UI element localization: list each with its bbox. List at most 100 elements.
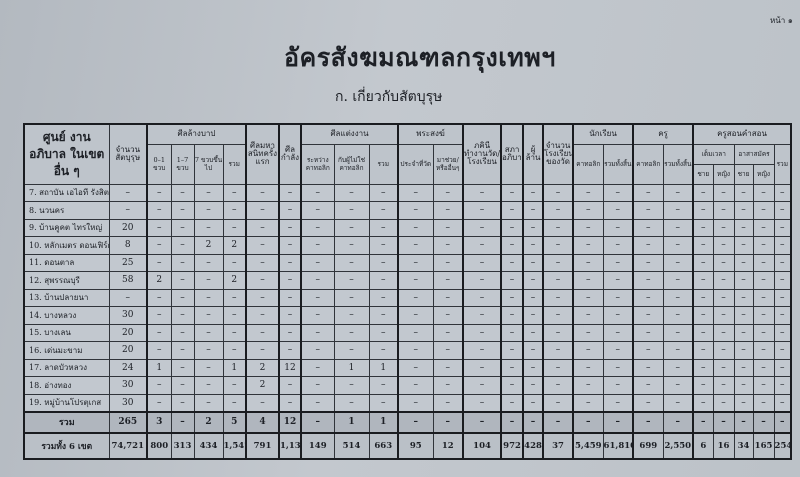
table-cell: – — [752, 393, 775, 412]
table-cell: – — [712, 183, 735, 202]
table-cell: – — [146, 218, 172, 237]
table-cell: – — [522, 393, 544, 412]
table-row: 10. หลักเมตร ดอนเฟิร์ด 8– –2 2– – – – – – – – – – – – –… — [23, 236, 792, 255]
table-cell: – — [662, 183, 694, 202]
table-cell: – — [542, 410, 574, 433]
table-cell: 61,810 — [602, 431, 634, 459]
table-cell: – — [368, 341, 399, 360]
table-cell: – — [193, 288, 224, 307]
table-cell: – — [712, 236, 735, 255]
table-cell: – — [462, 410, 502, 433]
table-cell: – — [333, 393, 370, 412]
row-label: 7. สถาบัน เอไอที รังสิต — [23, 183, 110, 202]
table-cell: – — [368, 323, 399, 342]
table-cell: – — [712, 218, 735, 237]
table-cell: 34 — [733, 431, 754, 459]
table-cell: 1 — [333, 410, 370, 433]
table-cell: – — [170, 323, 195, 342]
table-cell: 20 — [108, 341, 148, 360]
table-cell: – — [245, 341, 280, 360]
header-catechists: ครูสอนคำสอน — [692, 123, 792, 145]
table-cell: – — [245, 183, 280, 202]
row-label: 12. สุพรรณบุรี — [23, 271, 110, 290]
table-cell: – — [300, 236, 335, 255]
table-cell: 25 — [108, 253, 148, 272]
table-cell: – — [245, 306, 280, 325]
table-cell: 2 — [222, 236, 247, 255]
table-cell: – — [572, 271, 604, 290]
table-cell: – — [632, 271, 664, 290]
statistics-table: ศูนย์ งานอภิบาล ในเขตอื่น ๆ จำนวนสัตบุรุ… — [23, 123, 793, 460]
table-cell: – — [146, 323, 172, 342]
table-cell: – — [662, 341, 694, 360]
table-cell: – — [170, 288, 195, 307]
table-cell: – — [632, 306, 664, 325]
table-cell: – — [222, 376, 247, 395]
row-label: 17. ลาดบัวหลวง — [23, 358, 110, 377]
table-cell: – — [542, 236, 574, 255]
table-cell: 428 — [522, 431, 544, 459]
row-label: 16. เด่นมะขาม — [23, 341, 110, 360]
table-cell: – — [108, 201, 148, 220]
table-cell: – — [572, 236, 604, 255]
table-cell: 30 — [108, 306, 148, 325]
table-cell: – — [522, 201, 544, 220]
table-cell: 699 — [632, 431, 664, 459]
table-cell: – — [662, 236, 694, 255]
table-cell: – — [500, 358, 524, 377]
table-cell: – — [193, 341, 224, 360]
header-catechists-total: รวม — [773, 143, 792, 185]
table-cell: – — [170, 410, 195, 433]
table-cell: – — [146, 376, 172, 395]
table-cell: – — [752, 271, 775, 290]
table-row: 11. ดอนตาล 25– – – – – – – – – – – – – – – – – – – – – – – – — [23, 253, 792, 272]
table-cell: 37 — [542, 431, 574, 459]
table-cell: – — [602, 358, 634, 377]
table-cell: – — [733, 183, 754, 202]
table-row: 7. สถาบัน เอไอที รังสิต – – – – – – – – – – – – – – – – –… — [23, 183, 792, 202]
header-priests-assisting: มาช่วย/หรืออื่นๆ — [432, 143, 464, 185]
table-cell: – — [397, 323, 434, 342]
table-cell: – — [462, 271, 502, 290]
table-cell: 1 — [333, 358, 370, 377]
table-cell: – — [368, 288, 399, 307]
row-label: 10. หลักเมตร ดอนเฟิร์ด — [23, 236, 110, 255]
table-cell: – — [193, 271, 224, 290]
table-cell: – — [146, 183, 172, 202]
table-cell: – — [752, 288, 775, 307]
header-teachers: ครู — [632, 123, 694, 145]
table-cell: – — [432, 341, 464, 360]
table-cell: 2 — [245, 376, 280, 395]
table-row: 16. เด่นมะขาม 20– – – – – – – – – – – – – – – – – – – – – – – – — [23, 341, 792, 360]
table-cell: – — [462, 218, 502, 237]
table-cell: – — [602, 288, 634, 307]
table-cell: – — [397, 376, 434, 395]
table-cell: – — [333, 288, 370, 307]
table-cell: – — [397, 253, 434, 272]
table-cell: – — [397, 271, 434, 290]
table-cell: – — [300, 306, 335, 325]
table-cell: – — [773, 393, 792, 412]
table-cell: – — [662, 376, 694, 395]
table-cell: – — [278, 393, 302, 412]
table-cell: – — [278, 253, 302, 272]
table-cell: – — [522, 358, 544, 377]
table-cell: – — [692, 218, 714, 237]
table-cell: – — [278, 341, 302, 360]
table-cell: – — [572, 306, 604, 325]
table-cell: – — [432, 271, 464, 290]
table-cell: – — [222, 218, 247, 237]
header-priests: พระสงฆ์ — [397, 123, 464, 145]
table-cell: 434 — [193, 431, 224, 459]
table-cell: – — [632, 358, 664, 377]
table-cell: – — [222, 253, 247, 272]
table-row: 19. หมู่บ้านโปรตุเกส 30– – – – – – – – – – – – – – – – – –… — [23, 393, 792, 412]
table-cell: – — [500, 288, 524, 307]
table-cell: – — [222, 201, 247, 220]
header-deceased: ผู้ล้าน — [522, 123, 544, 185]
table-cell: – — [245, 393, 280, 412]
table-cell: – — [773, 376, 792, 395]
table-cell: – — [542, 271, 574, 290]
header-first-communion: ศีลมหาสนิทครั้งแรก — [245, 123, 280, 185]
table-cell: – — [572, 218, 604, 237]
